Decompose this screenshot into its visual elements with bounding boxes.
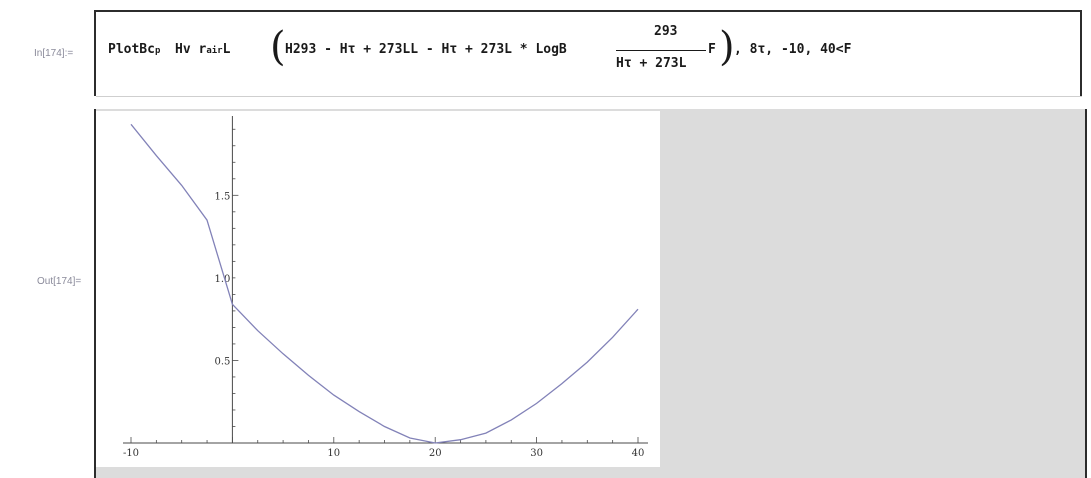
formula-denominator: Hτ + 273L bbox=[616, 56, 687, 71]
x-tick-label: -10 bbox=[123, 448, 139, 459]
line-plot: -10 10 20 30 40 0.5 1.0 1.5 bbox=[123, 116, 648, 459]
x-tick-label: 40 bbox=[632, 448, 645, 459]
x-tick-label: 30 bbox=[530, 448, 543, 459]
formula-arg: Hv rairL bbox=[175, 42, 231, 57]
formula-expression: H293 - Hτ + 273LL - Hτ + 273L * LogB bbox=[285, 42, 567, 57]
formula-after-fraction: F bbox=[708, 42, 716, 57]
fraction-bar bbox=[616, 50, 706, 51]
y-tick-label: 1.5 bbox=[214, 191, 230, 202]
plot-formula[interactable]: PlotBcp Hv rairL ( H293 - Hτ + 273LL - H… bbox=[108, 22, 1008, 92]
formula-numerator: 293 bbox=[654, 24, 678, 39]
y-tick-label: 0.5 bbox=[214, 356, 230, 367]
x-tick-label: 10 bbox=[327, 448, 340, 459]
y-tick-label: 1.0 bbox=[214, 274, 230, 285]
x-tick-label: 20 bbox=[429, 448, 442, 459]
formula-close-paren: ) bbox=[719, 24, 735, 70]
cell-separator bbox=[96, 96, 1082, 97]
formula-head: PlotBcp bbox=[108, 42, 161, 57]
input-cell[interactable] bbox=[94, 10, 1082, 96]
output-cell-label: Out[174]= bbox=[37, 276, 82, 287]
formula-open-paren: ( bbox=[270, 24, 286, 70]
plot-area: -10 10 20 30 40 0.5 1.0 1.5 bbox=[96, 111, 660, 467]
series-line bbox=[130, 123, 639, 444]
input-cell-label: In[174]:= bbox=[34, 48, 74, 59]
formula-range: , 8τ, -10, 40<F bbox=[734, 42, 852, 57]
